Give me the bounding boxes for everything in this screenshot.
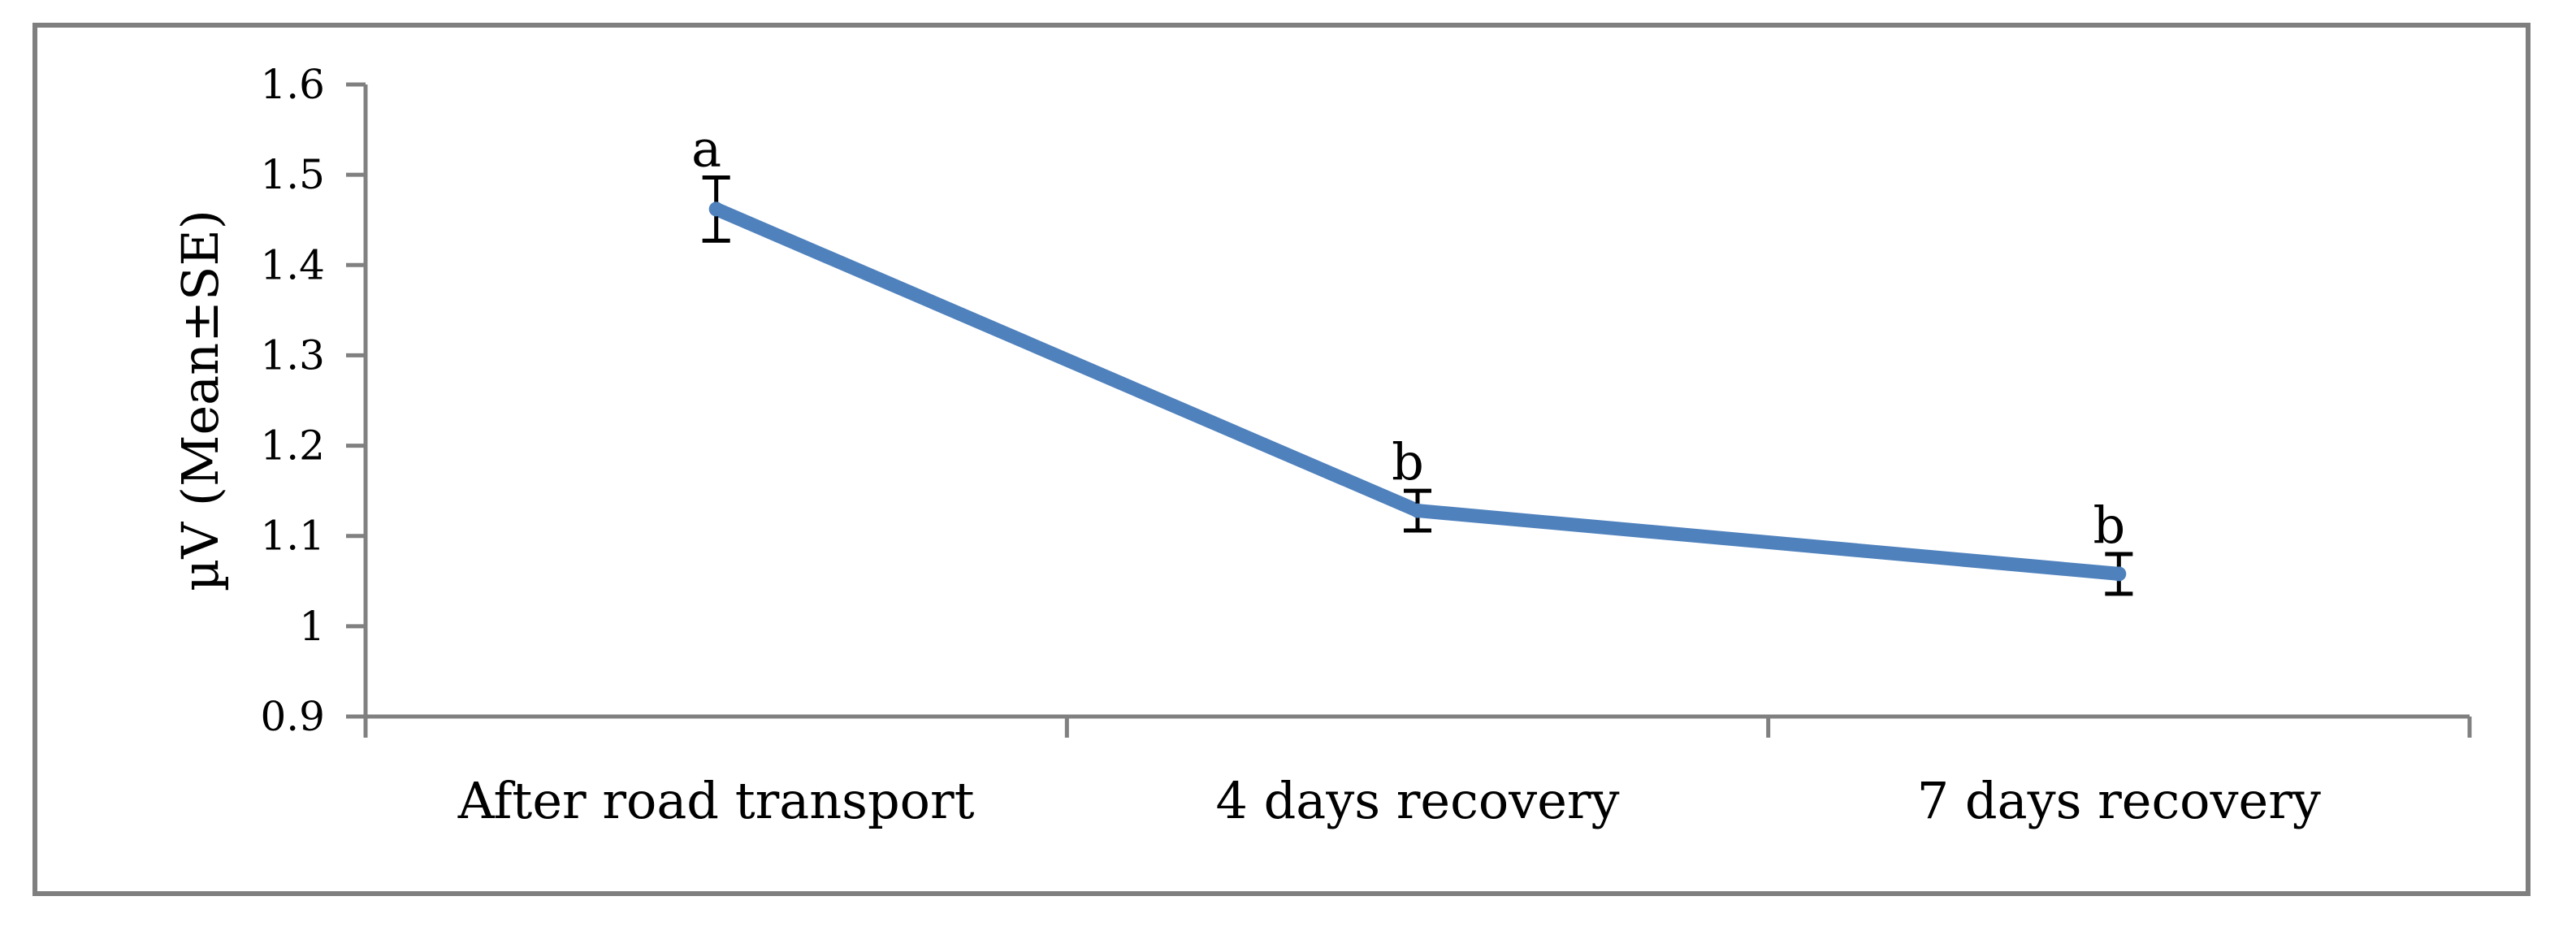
y-axis-title: µV (Mean±SE) <box>171 210 230 591</box>
significance-label: b <box>1392 432 1424 491</box>
data-point <box>708 201 724 217</box>
y-tick-label: 1.1 <box>260 513 325 560</box>
x-tick-label: 4 days recovery <box>1215 771 1619 830</box>
x-tick-label: After road transport <box>457 771 975 830</box>
y-tick-label: 1.5 <box>260 151 325 198</box>
y-tick-label: 1 <box>299 603 325 650</box>
significance-label: b <box>2093 496 2125 555</box>
y-tick-label: 1.4 <box>260 241 325 288</box>
y-tick-label: 0.9 <box>260 693 325 740</box>
data-labels: a b b <box>691 119 2125 554</box>
y-tick-label: 1.2 <box>260 422 325 470</box>
x-axis: After road transport 4 days recovery 7 day… <box>363 714 2472 830</box>
data-point <box>1410 503 1425 518</box>
y-tick-label: 1.3 <box>260 331 325 379</box>
series <box>702 175 2133 596</box>
data-point <box>2111 566 2127 582</box>
x-tick-label: 7 days recovery <box>1917 771 2321 830</box>
y-tick-label: 1.6 <box>260 61 325 108</box>
significance-label: a <box>691 119 721 178</box>
y-axis: 0.9 1 1.1 1.2 1.3 1.4 1.5 1.6 <box>260 61 368 740</box>
